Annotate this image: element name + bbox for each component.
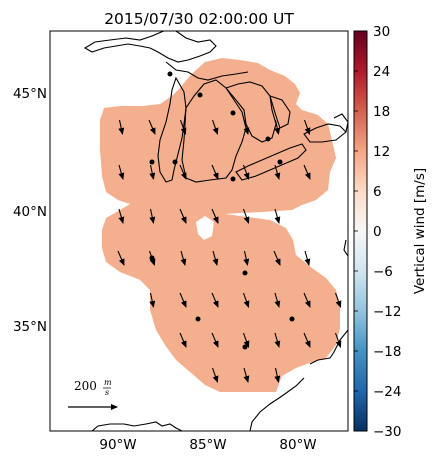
wind-vector — [149, 208, 156, 224]
station-marker — [230, 176, 236, 182]
wind-vector — [274, 367, 281, 383]
wind-vector — [180, 250, 187, 266]
wind-vector — [243, 250, 250, 266]
wind-vector — [148, 119, 156, 135]
colorbar-tick-label: −18 — [373, 344, 402, 360]
reference-vector: 200 m s — [68, 378, 118, 410]
lat-tick-label: 40°N — [13, 204, 47, 220]
reference-unit-num: m — [104, 378, 112, 387]
wind-vector — [274, 119, 281, 135]
wind-vector — [273, 250, 281, 266]
colorbar-ticks: 30 24 18 12 6 0 −6 −12 −18 −24 −30 — [354, 24, 402, 440]
wind-vectors — [117, 119, 342, 383]
wind-vector — [118, 208, 125, 224]
wind-vector — [118, 119, 125, 135]
wind-vector — [148, 250, 156, 266]
wind-vector — [274, 332, 281, 348]
colorbar-label: Vertical wind [m/s] — [412, 168, 428, 294]
wind-vector — [242, 292, 250, 308]
colorbar-tick-label: 6 — [373, 184, 382, 200]
station-marker — [289, 316, 295, 322]
station-marker — [197, 92, 203, 98]
wind-vector — [242, 332, 250, 348]
map-frame — [49, 30, 349, 432]
wind-vector — [274, 164, 281, 180]
colorbar-tick-label: 18 — [373, 104, 390, 120]
wind-vector — [303, 292, 311, 308]
lon-tick-label: 80°W — [279, 437, 316, 453]
wind-vector — [211, 292, 219, 308]
colorbar-tick-label: −6 — [373, 264, 393, 280]
colorbar-tick-label: −24 — [373, 384, 402, 400]
station-marker — [172, 159, 178, 165]
wind-vector — [149, 164, 156, 180]
wind-vector — [304, 250, 311, 266]
wind-vector — [149, 292, 156, 308]
wind-vector — [303, 164, 311, 180]
wind-vector — [179, 164, 187, 180]
wind-vector — [334, 292, 342, 308]
colorbar-tick-label: 12 — [373, 144, 390, 160]
wind-vector — [118, 164, 125, 180]
station-marker — [230, 110, 236, 116]
wind-vector — [243, 367, 250, 383]
coverage-gap — [196, 216, 214, 240]
lon-tick-label: 90°W — [99, 437, 136, 453]
colorbar-tick-label: 30 — [373, 24, 390, 40]
wind-vector — [274, 292, 281, 308]
wind-vector — [179, 332, 187, 348]
station-marker — [195, 316, 201, 322]
wind-vector — [179, 208, 187, 224]
station-marker — [167, 71, 173, 77]
wind-vector — [303, 119, 311, 135]
wind-vector — [242, 208, 250, 224]
colorbar-tick-label: 0 — [373, 224, 382, 240]
map-title: 2015/07/30 02:00:00 UT — [104, 10, 294, 28]
wind-vector — [211, 332, 219, 348]
wind-vector — [211, 164, 219, 180]
colorbar-tick-label: −12 — [373, 304, 402, 320]
colorbar-tick-label: 24 — [373, 64, 390, 80]
lon-ticks: 90°W 85°W 80°W — [99, 437, 316, 453]
station-marker — [265, 136, 271, 142]
lat-tick-label: 45°N — [13, 86, 47, 102]
wind-vector — [303, 332, 311, 348]
lon-tick-label: 85°W — [189, 437, 226, 453]
lat-tick-label: 35°N — [13, 319, 47, 335]
station-marker — [149, 159, 155, 165]
wind-vector — [334, 332, 342, 348]
map-area — [50, 31, 348, 431]
wind-vector — [211, 367, 219, 383]
wind-vector — [179, 119, 187, 135]
wind-vector — [212, 250, 219, 266]
colorbar-tick-label: −30 — [373, 424, 402, 440]
reference-value: 200 — [74, 379, 97, 393]
station-marker — [242, 344, 248, 350]
wind-vector — [274, 208, 281, 224]
reference-unit-den: s — [105, 388, 109, 397]
station-marker — [242, 270, 248, 276]
lat-ticks: 45°N 40°N 35°N — [13, 86, 47, 335]
wind-vector — [211, 119, 219, 135]
wind-vector — [211, 208, 219, 224]
wind-vector — [243, 119, 250, 135]
station-marker — [277, 159, 283, 165]
wind-vector — [242, 164, 250, 180]
wind-vector — [117, 250, 125, 266]
colorbar: 30 24 18 12 6 0 −6 −12 −18 −24 −30 Vertical wind [… — [353, 24, 428, 440]
wind-vector — [179, 292, 187, 308]
